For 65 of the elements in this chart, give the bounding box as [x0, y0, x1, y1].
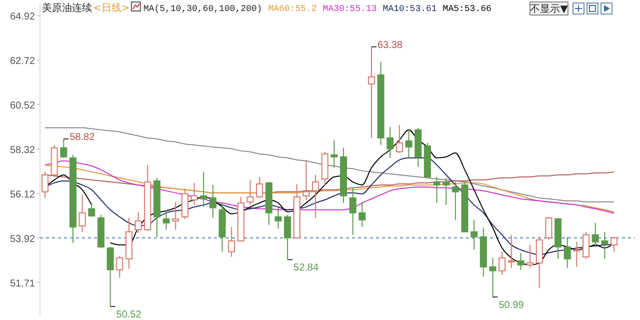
- candlestick: [489, 257, 496, 298]
- text: MA5:53.66: [442, 4, 492, 14]
- candlestick: [349, 187, 356, 236]
- text: MA10:53.61: [382, 4, 437, 14]
- y-tick-label: 56.12: [10, 189, 36, 200]
- candlestick: [433, 176, 440, 204]
- candlestick: [386, 126, 394, 158]
- candlestick: [256, 176, 264, 198]
- candlestick: [181, 188, 188, 220]
- y-tick-label: 58.32: [10, 145, 36, 156]
- candlestick: [517, 252, 524, 270]
- candlestick: [396, 124, 403, 154]
- candlestick: [545, 216, 552, 240]
- legend-title: MA(5,10,30,60,100,200): [143, 4, 262, 14]
- annotation: 58.82: [70, 132, 96, 143]
- candlestick: [274, 206, 282, 230]
- candlestick: [358, 201, 366, 228]
- candlestick: [312, 174, 320, 218]
- candlestick: [190, 182, 198, 206]
- candlestick: [526, 244, 534, 268]
- candlestick: [246, 179, 254, 206]
- candlestick: [228, 226, 236, 258]
- candlestick: [42, 171, 48, 198]
- candlestick: [116, 255, 124, 278]
- annotation: 52.84: [294, 262, 319, 274]
- candlestick: [134, 211, 142, 234]
- candlestick: [302, 159, 310, 200]
- candlestick: [452, 181, 459, 220]
- candlestick: [162, 209, 170, 230]
- line-series: [44, 127, 614, 202]
- text: MA60:55.2: [268, 4, 317, 14]
- y-tick-label: 53.92: [10, 234, 36, 245]
- chart-subtitle: <日线>: [93, 2, 130, 14]
- annotation: 不显示▼: [530, 4, 568, 15]
- candlestick: [601, 231, 608, 260]
- candlestick: [592, 222, 599, 248]
- candlestick: [60, 138, 68, 158]
- y-tick-label: 62.72: [10, 56, 36, 68]
- annotation: 63.38: [377, 40, 403, 51]
- annotation: 50.99: [498, 300, 524, 312]
- y-tick-label: 60.52: [10, 100, 36, 112]
- candlestick: [284, 214, 292, 260]
- y-tick-label: 64.92: [10, 12, 36, 23]
- candlestick: [508, 234, 515, 268]
- text: MA30:55.13: [322, 4, 377, 14]
- candlestick: [573, 241, 580, 268]
- candlestick: [442, 177, 450, 206]
- y-tick-label: 51.71: [10, 278, 36, 290]
- candlestick: [106, 246, 114, 308]
- candlestick: [88, 202, 96, 218]
- candlestick: [78, 194, 86, 232]
- candlestick: [536, 236, 543, 288]
- candlestick: [564, 236, 571, 268]
- candlestick: [582, 231, 590, 260]
- candlestick: [330, 139, 338, 168]
- candlestick: [498, 251, 506, 276]
- annotation: 50.52: [116, 310, 142, 320]
- candlestick: [209, 184, 216, 218]
- candlestick: [200, 171, 208, 208]
- candlestick: [368, 46, 375, 138]
- candlestick: [470, 219, 478, 250]
- candlestick: [405, 129, 412, 158]
- candlestick: [610, 236, 618, 252]
- chart-title: 美原油连续: [42, 2, 92, 14]
- candlestick: [172, 201, 180, 230]
